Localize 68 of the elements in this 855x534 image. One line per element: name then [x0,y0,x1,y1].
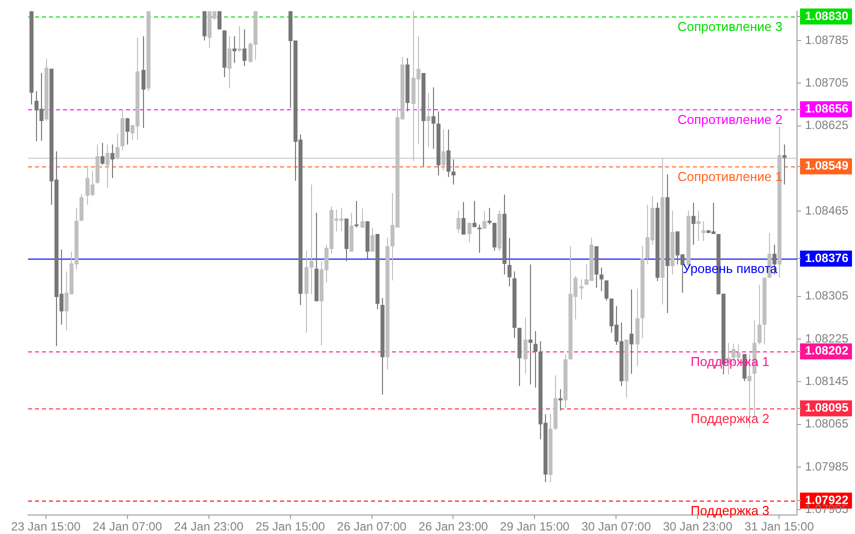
ref-line-label: Сопротивление 3 [678,19,782,34]
x-tick-label: 31 Jan 15:00 [744,520,814,534]
y-tick-label: 1.08376 [805,250,849,265]
y-tick-label: 1.08145 [805,374,849,388]
candlestick [446,129,450,178]
y-tick-label: 1.08202 [805,344,849,358]
candlestick [126,117,130,145]
x-tick-label: 26 Jan 23:00 [418,520,488,534]
candlestick [80,194,84,222]
candlestick [110,144,114,179]
x-tick-label: 24 Jan 07:00 [92,520,162,534]
ref-line-label: Сопротивление 1 [678,168,782,184]
candlestick [242,28,246,67]
x-tick-label: 29 Jan 15:00 [500,520,570,534]
y-tick-label: 1.08785 [805,32,849,47]
candlestick [580,278,584,300]
x-tick-label: 30 Jan 07:00 [582,520,652,534]
candlestick [472,200,476,228]
candlestick [142,36,146,128]
ref-line-label: Поддержка 2 [690,410,770,426]
candlestick [508,237,512,287]
candlestick [692,202,696,246]
candlestick [228,36,232,90]
y-tick-label: 1.08549 [805,158,849,173]
candlestick [758,284,762,345]
candlestick [524,316,528,374]
candlestick [782,144,786,185]
candlestick [528,264,532,385]
candlestick [630,288,634,374]
candlestick [370,227,374,252]
candlestick [604,280,608,302]
candlestick [426,92,430,148]
y-tick-label: 1.08305 [805,288,849,303]
candlestick [462,202,466,236]
ref-line-label: Сопротивление 2 [678,112,782,127]
candlestick [468,222,472,244]
candlestick [452,158,456,185]
y-tick-label: 1.08656 [805,102,849,116]
candlestick [432,86,436,150]
y-tick-label: 1.08065 [805,416,849,431]
candlestick [702,220,706,242]
candlestick [232,36,236,64]
candlestick [478,224,482,254]
y-tick-label: 1.07985 [805,459,849,474]
y-tick-label: 1.08225 [805,331,849,346]
x-tick-label: 24 Jan 23:00 [174,520,244,534]
candlestick [696,210,700,242]
candlestick [558,388,562,412]
candlestick [482,210,486,230]
y-tick-label: 1.08830 [805,8,849,23]
candlestick [488,207,492,225]
y-tick-label: 1.08095 [805,400,849,415]
candlestick [100,142,104,166]
y-tick-label: 1.08625 [805,118,849,132]
candlestick [456,210,460,234]
candlestick [238,26,242,52]
ref-line-label: Поддержка 3 [690,503,770,518]
candlestick [534,330,538,388]
x-tick-label: 23 Jan 15:00 [11,520,81,534]
x-tick-label: 25 Jan 15:00 [256,520,326,534]
x-tick-label: 26 Jan 07:00 [337,520,407,534]
y-tick-label: 1.08465 [805,203,849,218]
candlestick [360,208,364,228]
ref-line-label: Уровень пивота [682,261,778,276]
x-tick-label: 30 Jan 23:00 [662,520,733,534]
candlestick [354,200,358,228]
y-tick-label: 1.08705 [805,75,849,90]
candlestick [600,267,604,292]
